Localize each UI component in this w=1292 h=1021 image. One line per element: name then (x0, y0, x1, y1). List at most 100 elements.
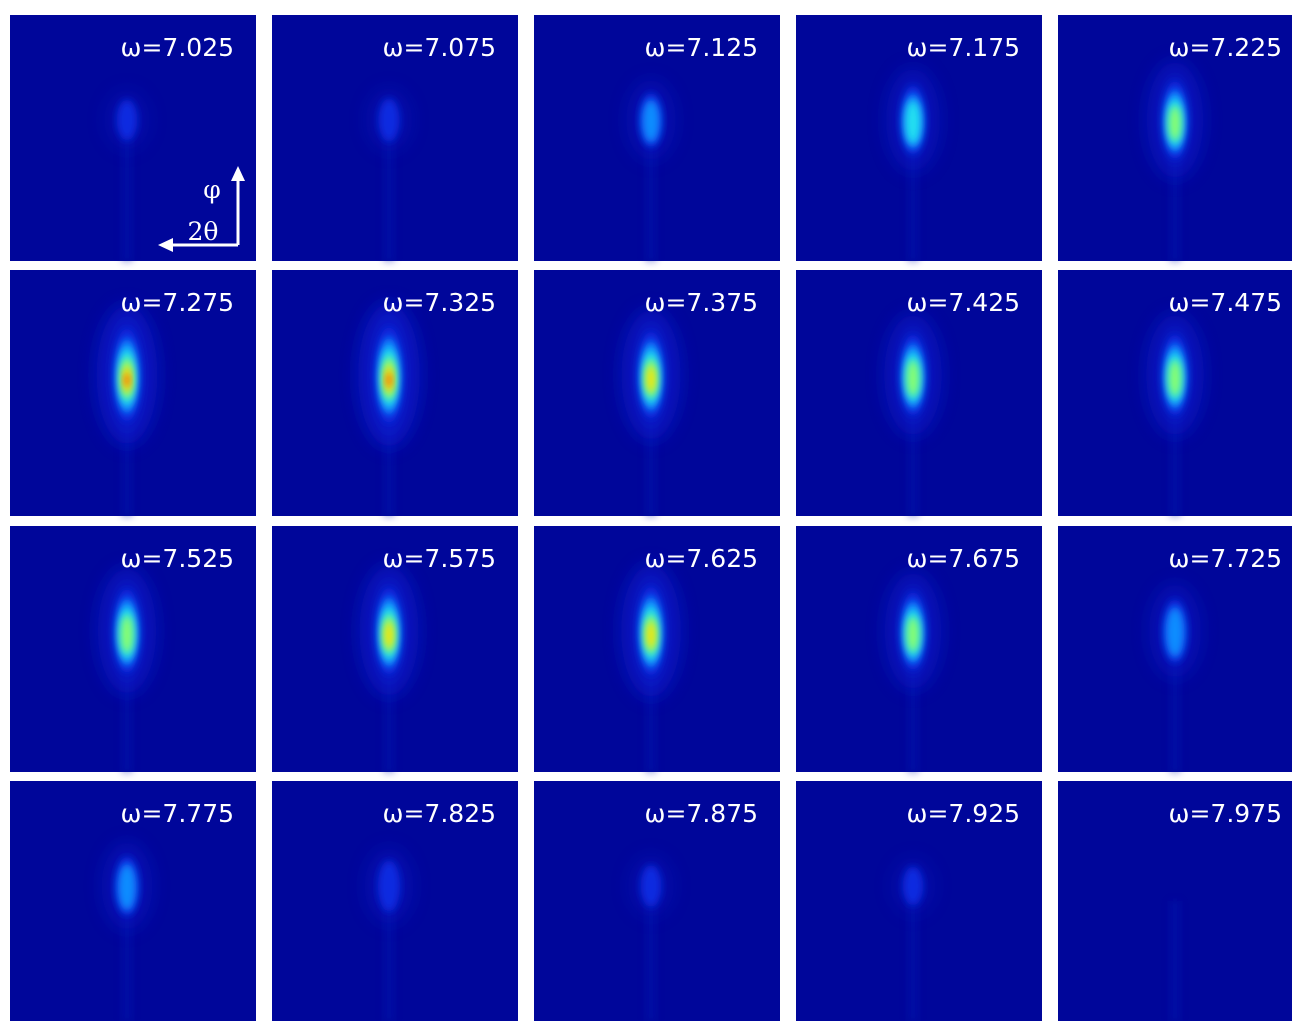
spot-core (1165, 607, 1185, 658)
panel-grid: ω=7.025 ω=7.075 ω=7.125 ω=7.175 ω=7.225 ω=7.2… (10, 15, 1292, 1021)
detector-streak (1170, 901, 1180, 1021)
detector-streak (122, 646, 132, 772)
detector-streak (384, 135, 394, 261)
panel: ω=7.975 (1058, 781, 1292, 1021)
axis-indicator: φ 2θ (158, 166, 245, 252)
detector-streak (646, 901, 656, 1021)
panel: ω=7.875 (534, 781, 780, 1021)
diffraction-spot (626, 79, 676, 161)
spot-core (1169, 105, 1181, 141)
detector-streak (1170, 390, 1180, 516)
panel-label: ω=7.675 (907, 544, 1020, 573)
panel: ω=7.225 (1058, 15, 1292, 261)
spot-core (646, 366, 656, 393)
panel-label: ω=7.425 (907, 288, 1020, 317)
panel: ω=7.025 (10, 15, 256, 261)
diffraction-spot (365, 87, 413, 153)
panel: ω=7.275 (10, 270, 256, 516)
panel: ω=7.675 (796, 526, 1042, 772)
detector-streak (384, 390, 394, 516)
detector-streak (122, 390, 132, 516)
diffraction-spot (884, 314, 942, 436)
detector-streak (1170, 135, 1180, 261)
detector-streak (908, 646, 918, 772)
detector-streak (646, 646, 656, 772)
panel-label: ω=7.325 (383, 288, 496, 317)
panel-label: ω=7.925 (907, 799, 1020, 828)
panel-label: ω=7.725 (1169, 544, 1282, 573)
panel-label: ω=7.975 (1169, 799, 1282, 828)
panel-label: ω=7.125 (645, 33, 758, 62)
spot-core (121, 615, 133, 654)
diffraction-spot (884, 572, 942, 690)
diffraction-spot (358, 303, 420, 447)
detector-streak (908, 390, 918, 516)
spot-core (646, 621, 656, 649)
panel-label: ω=7.875 (645, 799, 758, 828)
panel: ω=7.425 (796, 270, 1042, 516)
panel-label: ω=7.525 (121, 544, 234, 573)
spot-core (902, 866, 924, 906)
spot-core (117, 863, 137, 911)
phi-label: φ (203, 175, 221, 204)
two-theta-label: 2θ (188, 217, 219, 246)
panel-label: ω=7.275 (121, 288, 234, 317)
panel: ω=7.325 (272, 270, 518, 516)
panel-label: ω=7.075 (383, 33, 496, 62)
panel: ω=7.825 (272, 781, 518, 1021)
panel-label: ω=7.625 (645, 544, 758, 573)
panel: ω=7.525 (10, 526, 256, 772)
spot-core (384, 622, 394, 649)
panel-label: ω=7.225 (1169, 33, 1282, 62)
spot-core (378, 860, 400, 912)
detector-streak (122, 135, 132, 261)
spot-core (905, 100, 921, 144)
panel: ω=7.375 (534, 270, 780, 516)
diffraction-spot (886, 68, 940, 172)
two-theta-arrowhead (158, 238, 173, 252)
detector-streak (384, 901, 394, 1021)
diffraction-spot (96, 305, 158, 445)
panel: ω=7.475 (1058, 270, 1292, 516)
diffraction-spot (364, 847, 414, 925)
panel: ω=7.175 (796, 15, 1042, 261)
panel: ω=7.775 (10, 781, 256, 1021)
diffraction-spot (101, 841, 153, 931)
diffraction-spot (359, 565, 419, 697)
detector-streak (646, 390, 656, 516)
panel-label: ω=7.375 (645, 288, 758, 317)
diffraction-spot (104, 89, 150, 151)
spot-core (124, 373, 130, 388)
panel-label: ω=7.475 (1169, 288, 1282, 317)
diffraction-spot (621, 309, 681, 441)
phi-arrowhead (231, 166, 245, 181)
panel-label: ω=7.025 (121, 33, 234, 62)
panel: ω=7.625 (534, 526, 780, 772)
spot-core (907, 360, 919, 397)
detector-streak (908, 135, 918, 261)
spot-core (116, 99, 138, 141)
detector-streak (122, 901, 132, 1021)
panel-label: ω=7.825 (383, 799, 496, 828)
spot-core (386, 372, 392, 388)
spot-core (640, 865, 662, 907)
spot-core (378, 98, 400, 142)
panel-label: ω=7.175 (907, 33, 1020, 62)
panel: ω=7.575 (272, 526, 518, 772)
panel: ω=7.125 (534, 15, 780, 261)
panel: ω=7.725 (1058, 526, 1292, 772)
detector-streak (1170, 646, 1180, 772)
panel-label: ω=7.775 (121, 799, 234, 828)
detector-streak (908, 901, 918, 1021)
diffraction-spot (890, 856, 936, 916)
detector-streak (646, 135, 656, 261)
diffraction-spot (1149, 583, 1201, 679)
detector-streak (384, 646, 394, 772)
panel: ω=7.925 (796, 781, 1042, 1021)
panel: ω=7.075 (272, 15, 518, 261)
diffraction-spot (97, 568, 157, 694)
spot-core (642, 99, 660, 143)
diffraction-spot (1146, 314, 1204, 436)
